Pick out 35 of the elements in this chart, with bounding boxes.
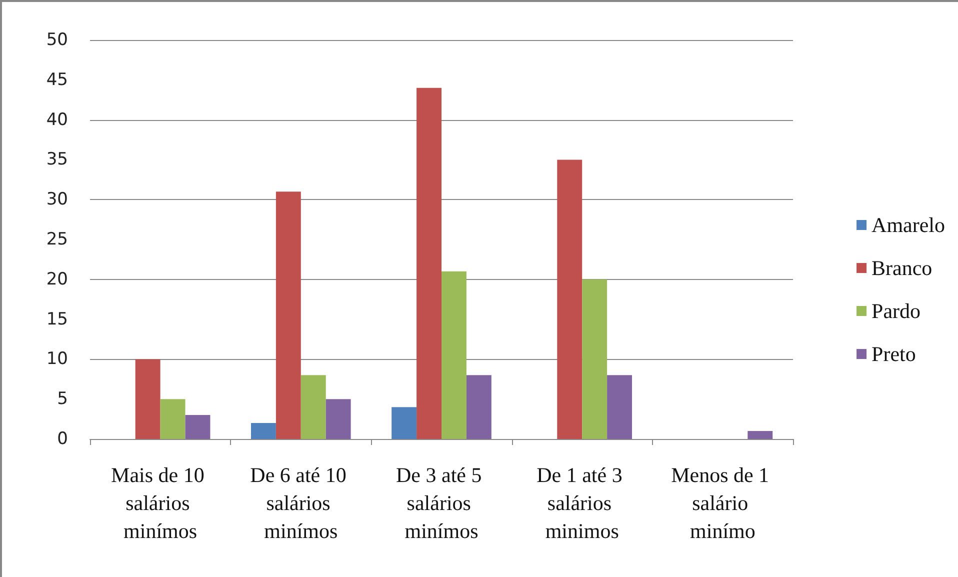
bar (466, 375, 492, 439)
x-tick-label: De 6 até 10 salários minímos (250, 463, 352, 543)
x-tick-label: De 1 até 3 salários minimos (536, 463, 628, 543)
bar (442, 271, 466, 439)
bar (185, 415, 210, 439)
bar (326, 399, 351, 439)
x-tick-label: Mais de 10 salários minímos (111, 463, 210, 543)
legend-label: Preto (872, 342, 916, 366)
bar (557, 160, 582, 439)
bar (582, 279, 608, 439)
bar (276, 192, 301, 439)
y-tick-label: 50 (46, 30, 68, 50)
bar (392, 407, 417, 439)
y-tick-label: 0 (57, 429, 68, 449)
y-tick-label: 15 (46, 309, 68, 330)
legend-label: Pardo (872, 299, 921, 323)
y-tick-label: 40 (46, 110, 68, 130)
bar (607, 375, 632, 439)
y-tick-label: 10 (46, 349, 68, 370)
bar (135, 359, 160, 439)
y-tick-label: 35 (46, 150, 68, 170)
x-tick-label: Menos de 1 salário minímo (671, 463, 774, 543)
bar (416, 88, 442, 439)
bar (300, 375, 326, 439)
y-tick-label: 20 (46, 269, 68, 290)
bar (748, 431, 773, 439)
y-tick-label: 30 (46, 190, 68, 210)
bar (250, 423, 276, 439)
y-tick-label: 5 (57, 389, 68, 410)
y-tick-label: 45 (46, 70, 68, 90)
legend-label: Branco (872, 256, 932, 280)
y-tick-label: 25 (46, 230, 68, 250)
bar (160, 399, 186, 439)
x-tick-label: De 3 até 5 salários minímos (396, 463, 487, 543)
legend-label: Amarelo (872, 213, 946, 237)
